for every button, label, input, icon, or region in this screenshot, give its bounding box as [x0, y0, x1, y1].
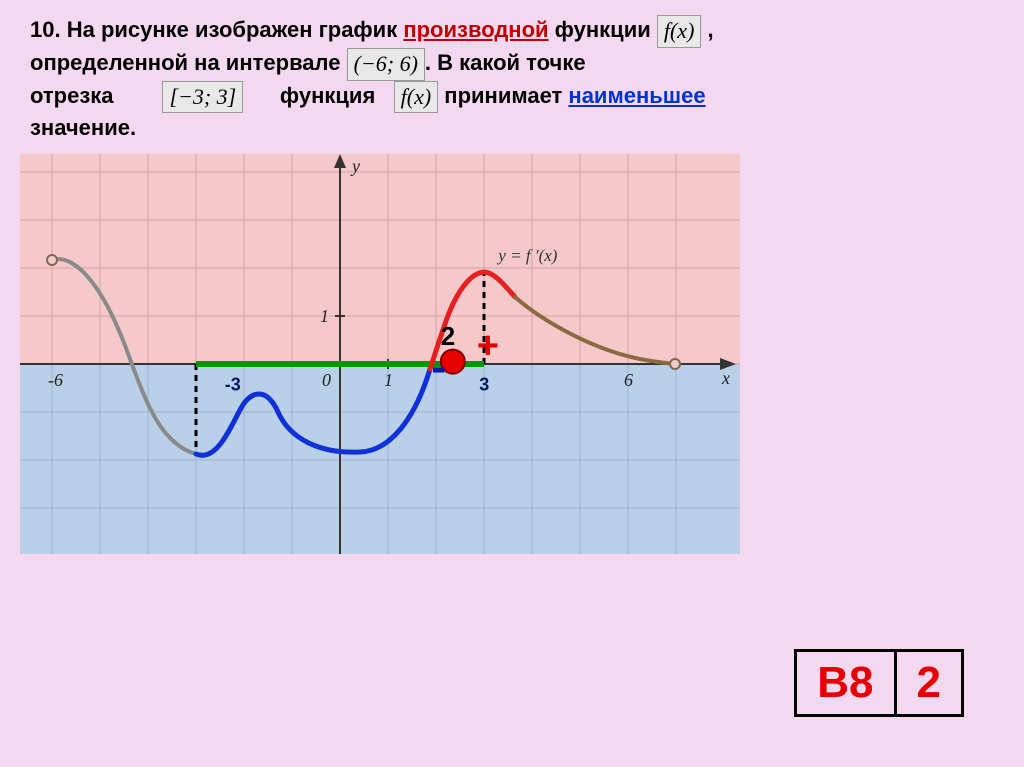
problem-number: 10.: [30, 17, 61, 42]
svg-text:1: 1: [384, 370, 393, 390]
svg-text:y: y: [350, 156, 360, 176]
interval-closed: [−3; 3]: [162, 81, 243, 114]
svg-text:+: +: [477, 325, 499, 367]
word-derivative: производной: [403, 17, 548, 42]
word-min: наименьшее: [568, 83, 705, 108]
answer-table: В8 2: [794, 649, 964, 717]
chart-svg: -60161xyy = f ′(x)-332+-: [20, 154, 740, 554]
svg-text:-6: -6: [48, 370, 63, 390]
answer-label: В8: [796, 651, 895, 716]
svg-text:0: 0: [322, 370, 331, 390]
answer-value: 2: [895, 651, 962, 716]
svg-text:y = f ′(x): y = f ′(x): [496, 246, 557, 265]
fx-1: f(x): [657, 15, 702, 48]
fx-2: f(x): [394, 81, 439, 114]
svg-text:3: 3: [479, 375, 489, 395]
svg-text:6: 6: [624, 370, 633, 390]
svg-text:-: -: [431, 342, 446, 391]
problem-text: 10. На рисунке изображен график производ…: [0, 0, 1024, 154]
svg-text:-3: -3: [225, 375, 241, 395]
interval-open: (−6; 6): [347, 48, 425, 81]
svg-text:x: x: [721, 368, 730, 388]
svg-text:1: 1: [320, 306, 329, 326]
chart: -60161xyy = f ′(x)-332+-: [20, 154, 740, 554]
